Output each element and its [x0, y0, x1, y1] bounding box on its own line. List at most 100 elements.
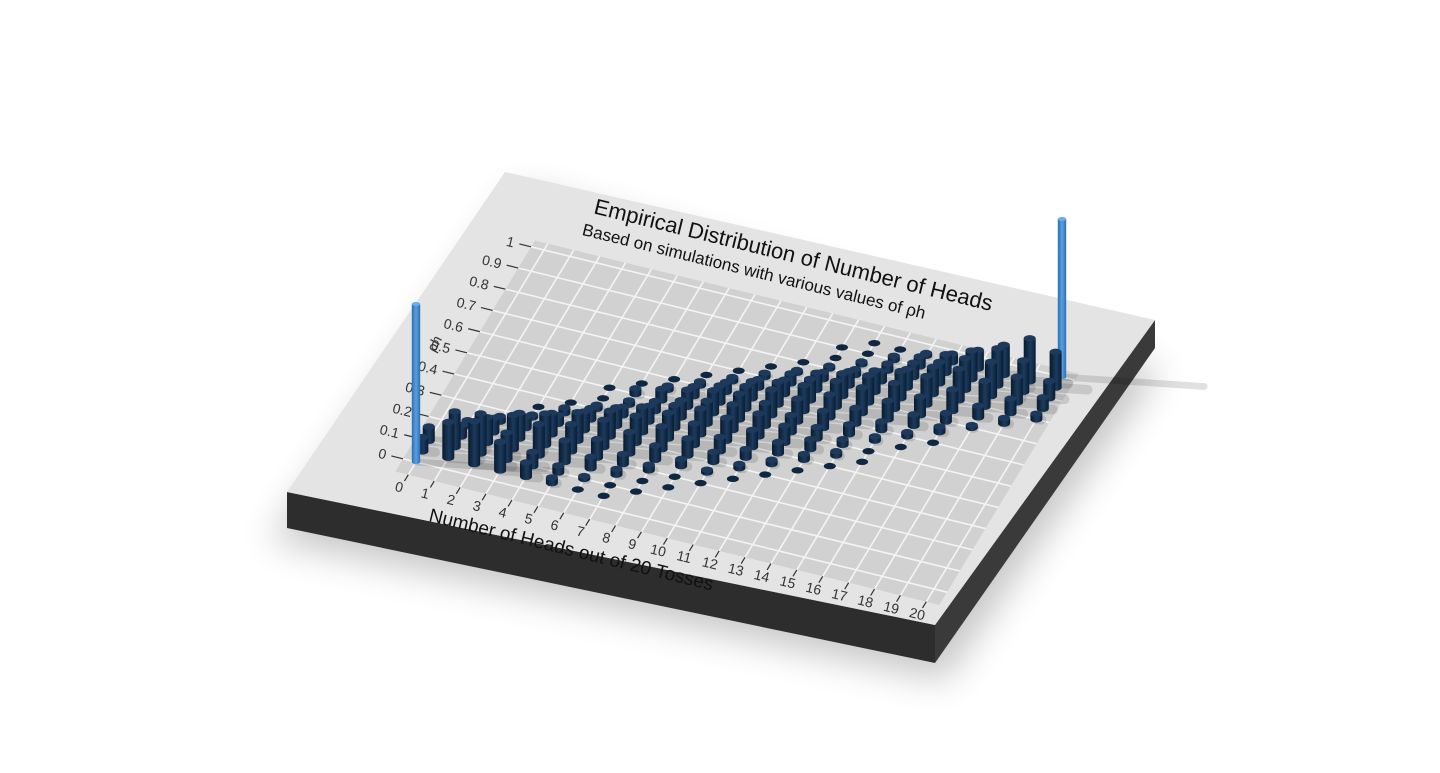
- bar-top: [766, 457, 778, 463]
- bar-top: [940, 410, 952, 416]
- bar-top: [727, 401, 739, 407]
- bar-top: [707, 449, 719, 455]
- bar-dot: [733, 368, 745, 374]
- bar-top: [785, 370, 797, 376]
- bar-top: [520, 459, 532, 465]
- bar-top: [707, 387, 719, 393]
- bar-top: [946, 386, 958, 392]
- bar-top: [636, 403, 648, 409]
- bar-top: [998, 415, 1010, 421]
- bar-top: [617, 451, 629, 457]
- bar-top: [934, 423, 946, 429]
- bar-top: [862, 372, 874, 378]
- bar-top: [765, 386, 777, 392]
- bar-top: [759, 370, 771, 376]
- bar-top: [546, 474, 558, 480]
- bar-top: [953, 366, 965, 372]
- bar-top: [817, 408, 829, 414]
- bar-top: [869, 433, 881, 439]
- bar-top: [449, 408, 461, 414]
- bar-top: [778, 422, 790, 428]
- bar-top: [959, 355, 971, 361]
- bar-dot: [669, 474, 681, 480]
- bar-dot: [830, 355, 842, 361]
- bar-top: [753, 410, 765, 416]
- bar: [494, 442, 506, 474]
- bar-top: [785, 412, 797, 418]
- highlight-bar: [412, 304, 420, 464]
- bar-top: [804, 436, 816, 442]
- bar-top: [798, 451, 810, 457]
- bar-top: [908, 411, 920, 417]
- bar: [559, 441, 571, 466]
- bar-top: [798, 382, 810, 388]
- bar-top: [629, 385, 641, 391]
- bar-top: [591, 436, 603, 442]
- bar-top: [1024, 335, 1036, 341]
- bar-top: [526, 449, 538, 455]
- bar-top: [746, 427, 758, 433]
- bar-top: [888, 353, 900, 359]
- bar-top: [668, 402, 680, 408]
- bar: [442, 422, 454, 461]
- bar-top: [979, 378, 991, 384]
- bar-top: [920, 373, 932, 379]
- bar-top: [927, 364, 939, 370]
- bar-top: [694, 405, 706, 411]
- bar-top: [701, 398, 713, 404]
- bar-dot: [836, 344, 848, 350]
- bar-top: [940, 351, 952, 357]
- bar-top: [830, 448, 842, 454]
- bar-top: [733, 461, 745, 467]
- highlight-bar-top: [1058, 217, 1066, 221]
- bar-top: [604, 408, 616, 414]
- bar-top: [714, 434, 726, 440]
- bar-top: [991, 345, 1003, 351]
- bar-top: [772, 379, 784, 385]
- bar-top: [772, 439, 784, 445]
- bar-top: [623, 397, 635, 403]
- bar-top: [759, 400, 771, 406]
- bar-dot: [765, 363, 777, 369]
- bar-dot: [797, 359, 809, 365]
- bar-top: [881, 360, 893, 366]
- bar-dot: [792, 467, 804, 473]
- bar-top: [442, 419, 454, 425]
- bar-dot: [604, 385, 616, 391]
- bar-top: [985, 359, 997, 365]
- bar-top: [824, 391, 836, 397]
- bar-top: [688, 420, 700, 426]
- bar-top: [623, 429, 635, 435]
- bar-top: [830, 378, 842, 384]
- bar-top: [791, 396, 803, 402]
- bar-dot: [700, 372, 712, 378]
- bar-top: [682, 435, 694, 441]
- bar-top: [597, 417, 609, 423]
- bar-top: [966, 347, 978, 353]
- bar-top: [552, 462, 564, 468]
- bar-top: [739, 383, 751, 389]
- bar-top: [643, 461, 655, 467]
- bar-top: [856, 384, 868, 390]
- bar-top: [507, 412, 519, 418]
- bar-top: [733, 391, 745, 397]
- bar-dot: [533, 404, 545, 410]
- bar-top: [423, 423, 435, 429]
- bar-dot: [662, 484, 674, 490]
- bar-top: [849, 405, 861, 411]
- bar-top: [559, 437, 571, 443]
- bar-top: [740, 446, 752, 452]
- bar-dot: [572, 486, 584, 492]
- bar-top: [888, 380, 900, 386]
- bar: [468, 421, 480, 467]
- bar-top: [1037, 394, 1049, 400]
- highlight-bar-top: [412, 302, 420, 306]
- bar-top: [501, 429, 513, 435]
- bar-dot: [668, 376, 680, 382]
- bar-dot: [636, 478, 648, 484]
- bar-top: [494, 439, 506, 445]
- bar-top: [1050, 349, 1062, 355]
- bar-dot: [856, 459, 868, 465]
- bar-top: [533, 421, 545, 427]
